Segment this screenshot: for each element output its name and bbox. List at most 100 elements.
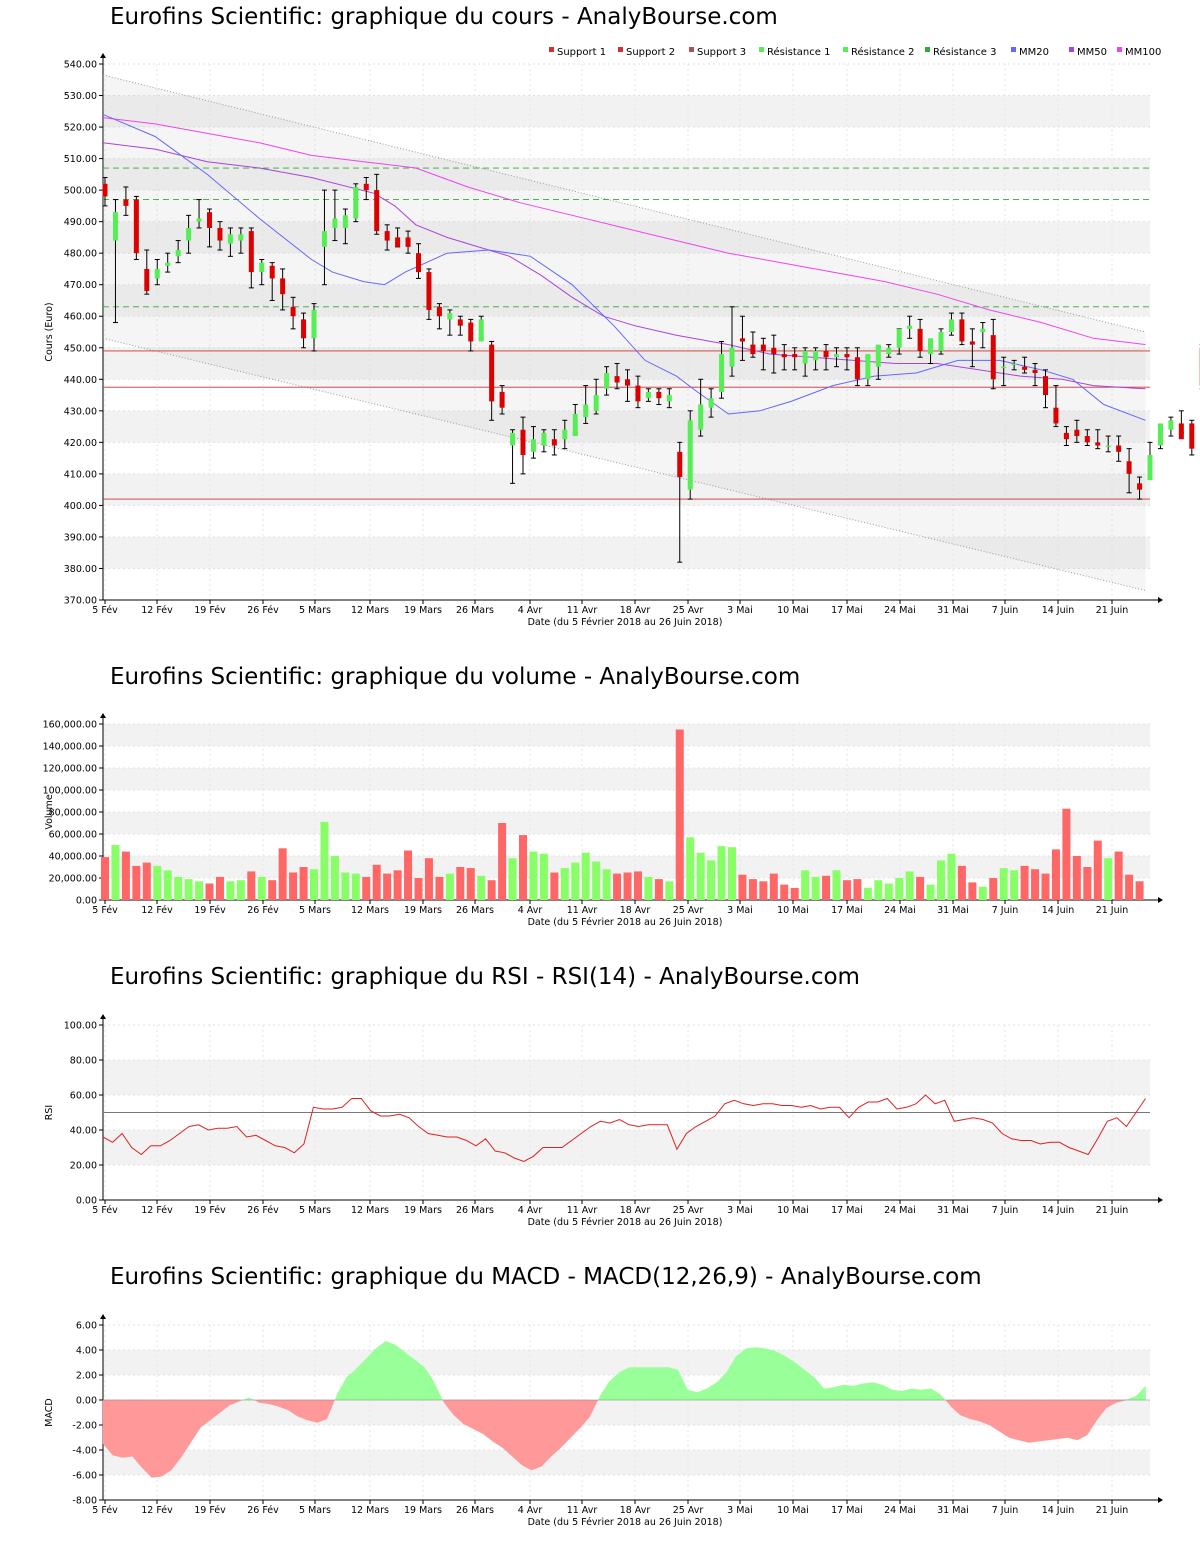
volume-x-axis-arrow	[1158, 897, 1163, 903]
macd-area-segment	[102, 1399, 113, 1456]
candle-body	[207, 212, 212, 228]
volume-bar	[351, 873, 360, 900]
price-xtick-label: 19 Mars	[404, 605, 442, 616]
macd-area-segment	[482, 1399, 493, 1442]
candle-body	[1063, 432, 1069, 440]
price-x-axis-label: Date (du 5 Février 2018 au 26 Juin 2018)	[528, 617, 723, 628]
rsi-y-axis-label: RSI	[44, 1105, 55, 1120]
macd-area-segment	[242, 1397, 250, 1400]
price-xtick-label: 12 Mars	[351, 605, 389, 616]
volume-bar	[299, 867, 308, 900]
macd-area-segment	[550, 1399, 562, 1457]
macd-area-segment	[541, 1399, 552, 1467]
macd-area-segment	[375, 1340, 386, 1401]
candle-body	[719, 354, 725, 392]
volume-ytick-label: 120,000.00	[43, 764, 97, 775]
macd-band	[103, 1450, 1150, 1475]
candle-body	[813, 350, 819, 361]
volume-xtick-label: 5 Mars	[299, 905, 331, 916]
rsi-xtick-label: 25 Avr	[673, 1205, 704, 1216]
macd-area-segment	[697, 1388, 708, 1401]
macd-xtick-label: 19 Mars	[404, 1505, 442, 1516]
candle-body	[1074, 429, 1080, 437]
candle-body	[436, 306, 442, 317]
macd-area-segment	[385, 1340, 396, 1401]
rsi-xtick-label: 21 Juin	[1096, 1205, 1129, 1216]
macd-area-segment	[249, 1397, 255, 1400]
macd-area-segment	[599, 1380, 610, 1401]
volume-bar	[456, 867, 465, 900]
rsi-xtick-label: 14 Juin	[1042, 1205, 1075, 1216]
price-xtick-label: 25 Avr	[673, 605, 704, 616]
rsi-y-axis-arrow	[100, 1014, 106, 1019]
volume-x-axis-label: Date (du 5 Février 2018 au 26 Juin 2018)	[528, 917, 723, 928]
candle-body	[969, 341, 975, 345]
candle-body	[133, 199, 139, 254]
volume-bar	[498, 823, 507, 900]
candle-body	[760, 344, 766, 351]
volume-band	[103, 724, 1150, 746]
candle-body	[781, 354, 787, 358]
candle-body	[1178, 423, 1184, 440]
volume-xtick-label: 10 Mai	[777, 905, 809, 916]
volume-ytick-label: 100,000.00	[43, 786, 97, 797]
candle-body	[604, 372, 610, 389]
macd-area-segment	[814, 1376, 825, 1401]
rsi-xtick-label: 26 Mars	[456, 1205, 494, 1216]
volume-bar	[519, 835, 527, 900]
price-chart-panel: Eurofins Scientific: graphique du cours …	[0, 0, 1200, 640]
volume-chart-panel: Eurofins Scientific: graphique du volume…	[0, 660, 1200, 940]
macd-area-segment	[1057, 1399, 1068, 1440]
price-xtick-label: 14 Juin	[1042, 605, 1075, 616]
candle-body	[907, 325, 913, 329]
macd-area-segment	[521, 1399, 532, 1471]
candle-body	[405, 237, 411, 247]
volume-xtick-label: 11 Avr	[567, 905, 598, 916]
macd-area-segment	[336, 1376, 347, 1401]
candle-body	[1011, 363, 1017, 366]
volume-bar	[884, 883, 893, 900]
volume-bar	[404, 850, 413, 900]
price-xtick-label: 4 Avr	[518, 605, 543, 616]
candle-body	[217, 227, 223, 241]
legend-swatch	[759, 47, 764, 52]
macd-area-segment	[307, 1399, 318, 1423]
rsi-band	[103, 1130, 1150, 1165]
price-xtick-label: 18 Avr	[620, 605, 651, 616]
candle-body	[541, 432, 547, 446]
candle-body	[739, 338, 745, 342]
volume-bar	[101, 857, 109, 900]
rsi-xtick-label: 19 Mars	[404, 1205, 442, 1216]
macd-area-segment	[1135, 1385, 1146, 1401]
macd-area-segment	[901, 1388, 912, 1401]
macd-area-segment	[239, 1400, 243, 1402]
rsi-xtick-label: 5 Fév	[92, 1205, 118, 1216]
volume-bar	[717, 846, 726, 900]
volume-bar	[174, 876, 183, 900]
price-xtick-label: 26 Mars	[456, 605, 494, 616]
candle-body	[875, 344, 881, 367]
price-xtick-label: 5 Mars	[299, 605, 331, 616]
price-ytick-label: 470.00	[64, 280, 97, 291]
price-xtick-label: 24 Mai	[884, 605, 916, 616]
macd-area-segment	[122, 1399, 133, 1458]
macd-chart-svg: -8.00 -6.00 -4.00 -2.00 0.00 2.00 4.00 6.00 5 Fé…	[44, 1314, 1163, 1528]
macd-area-segment	[570, 1399, 581, 1439]
rsi-xtick-label: 26 Fév	[247, 1205, 279, 1216]
macd-area-segment	[151, 1399, 162, 1478]
price-chart-title: Eurofins Scientific: graphique du cours …	[110, 4, 778, 30]
candle-body	[384, 231, 390, 241]
candle-body	[290, 306, 296, 317]
macd-area-segment	[755, 1347, 766, 1401]
volume-bar	[393, 870, 402, 900]
candle-body	[1084, 436, 1090, 443]
candle-body	[1126, 461, 1132, 474]
macd-chart-panel: Eurofins Scientific: graphique du MACD -…	[0, 1260, 1200, 1550]
volume-bar	[571, 862, 580, 900]
volume-bar	[111, 845, 120, 900]
price-band	[103, 347, 1150, 380]
candle-body	[530, 439, 536, 452]
candle-body	[123, 199, 129, 206]
rsi-x-axis-label: Date (du 5 Février 2018 au 26 Juin 2018)	[528, 1217, 723, 1228]
volume-xtick-label: 12 Fév	[141, 905, 173, 916]
